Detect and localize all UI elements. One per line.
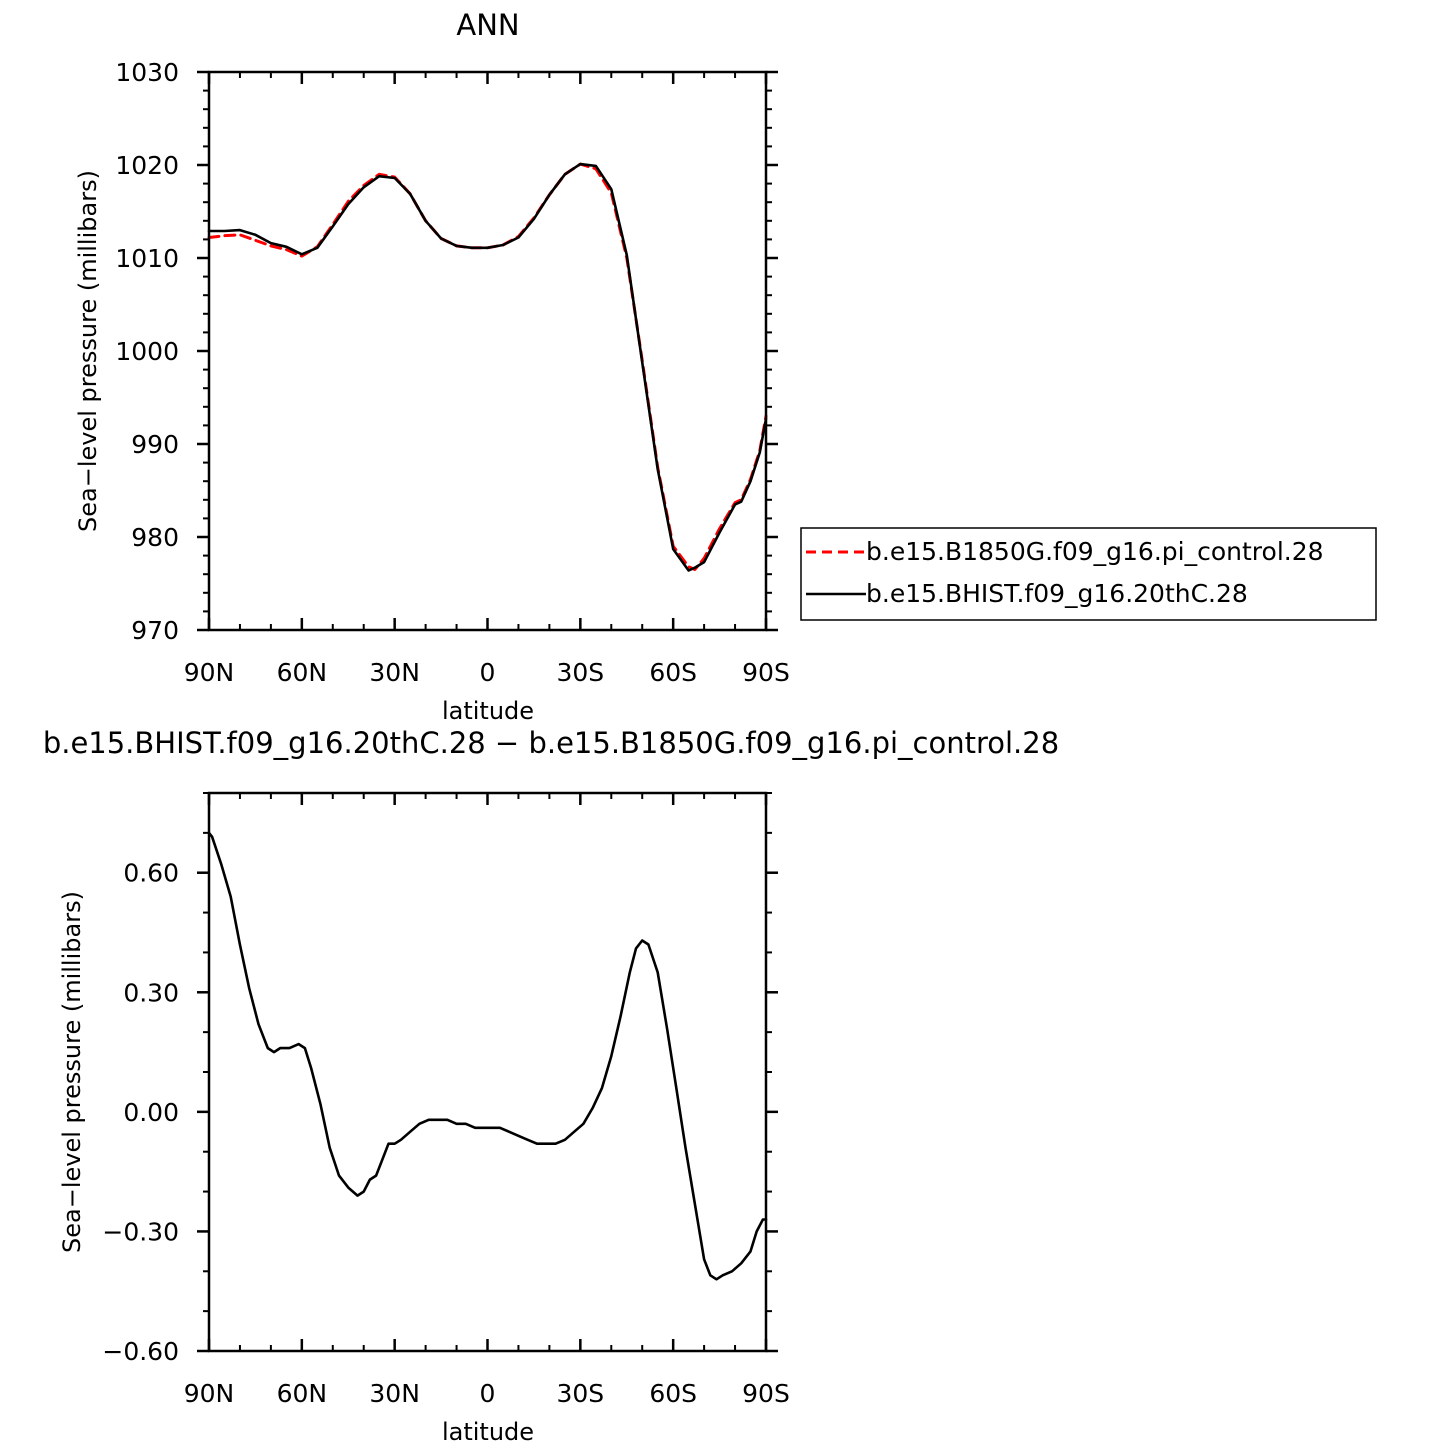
y-tick-label: −0.30 xyxy=(102,1217,179,1246)
series-line-0 xyxy=(207,162,768,571)
plot-frame xyxy=(207,70,768,632)
x-tick-label: 90N xyxy=(184,658,235,687)
x-tick-label: 90N xyxy=(184,1379,235,1408)
x-axis-label: latitude xyxy=(442,697,534,725)
y-tick-label: 1000 xyxy=(115,337,179,366)
x-tick-label: 0 xyxy=(480,658,496,687)
axis-ticks: 90N 60N 30N 0 30S 60S 90S 970 980 990 1000 1010 1020… xyxy=(115,58,789,687)
y-axis-label: Sea−level pressure (millibars) xyxy=(58,891,86,1253)
x-tick-label: 30N xyxy=(369,1379,420,1408)
y-tick-label: 0.60 xyxy=(123,859,179,888)
series-line-0 xyxy=(207,831,768,1281)
x-tick-label: 90S xyxy=(742,1379,790,1408)
y-tick-label: 0.00 xyxy=(123,1098,179,1127)
y-tick-label: 1010 xyxy=(115,244,179,273)
legend-label-pi-control: b.e15.B1850G.f09_g16.pi_control.28 xyxy=(866,537,1324,566)
axis-ticks: 90N 60N 30N 0 30S 60S 90S −0.60 −0.30 0.00 0.30 0.6… xyxy=(102,792,790,1408)
y-tick-label: 980 xyxy=(131,523,179,552)
x-tick-label: 30S xyxy=(556,658,604,687)
x-tick-label: 30S xyxy=(556,1379,604,1408)
series-group xyxy=(207,831,768,1281)
x-tick-label: 90S xyxy=(742,658,790,687)
y-tick-label: −0.60 xyxy=(102,1337,179,1366)
chart-bottom-panel: b.e15.BHIST.f09_g16.20thC.28 − b.e15.B18… xyxy=(43,726,1059,1446)
y-axis-label: Sea−level pressure (millibars) xyxy=(74,170,102,532)
legend: b.e15.B1850G.f09_g16.pi_control.28 b.e15… xyxy=(800,527,1377,621)
chart-title: b.e15.BHIST.f09_g16.20thC.28 − b.e15.B18… xyxy=(43,726,1059,760)
x-axis-label: latitude xyxy=(442,1418,534,1446)
y-tick-label: 0.30 xyxy=(123,978,179,1007)
x-tick-label: 60S xyxy=(649,1379,697,1408)
series-group xyxy=(207,162,768,572)
x-tick-label: 30N xyxy=(369,658,420,687)
x-tick-label: 60N xyxy=(277,658,328,687)
x-tick-label: 60S xyxy=(649,658,697,687)
y-tick-label: 1020 xyxy=(115,151,179,180)
legend-label-20thc: b.e15.BHIST.f09_g16.20thC.28 xyxy=(866,579,1248,608)
chart-title: ANN xyxy=(456,8,519,42)
series-line-1 xyxy=(207,162,768,572)
legend-box xyxy=(800,527,1377,621)
y-tick-label: 990 xyxy=(131,430,179,459)
y-tick-label: 1030 xyxy=(115,58,179,87)
x-tick-label: 0 xyxy=(480,1379,496,1408)
chart-top-panel: ANN 90N 60N 30N 0 30S 60S 90S 970 980 990 1000 1010… xyxy=(74,8,1377,725)
y-tick-label: 970 xyxy=(131,616,179,645)
x-tick-label: 60N xyxy=(277,1379,328,1408)
plot-frame xyxy=(207,791,768,1353)
